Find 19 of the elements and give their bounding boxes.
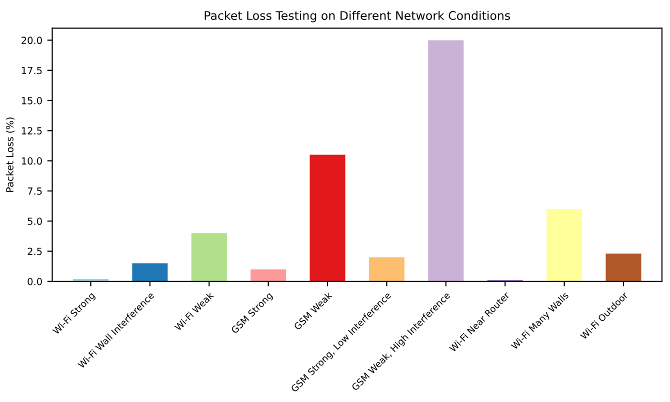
bar bbox=[606, 254, 642, 282]
y-tick-label: 20.0 bbox=[22, 36, 42, 44]
y-tick-label: 15.0 bbox=[22, 96, 42, 104]
y-tick-label: 5.0 bbox=[28, 218, 42, 225]
y-tick-label: 12.5 bbox=[22, 127, 42, 134]
bar bbox=[191, 233, 227, 282]
bar bbox=[368, 257, 404, 282]
bar bbox=[132, 263, 168, 282]
bar bbox=[310, 154, 346, 282]
bar bbox=[546, 209, 582, 282]
chart-title: Packet Loss Testing on Different Network Conditions bbox=[204, 10, 510, 22]
y-tick-label: 0.0 bbox=[28, 278, 42, 286]
bar bbox=[428, 40, 464, 282]
y-tick-label: 17.5 bbox=[22, 66, 42, 74]
y-tick-label: 10.0 bbox=[22, 157, 42, 165]
y-tick-label: 2.5 bbox=[28, 248, 42, 256]
y-axis-title: Packet Loss (%) bbox=[6, 118, 15, 192]
bar bbox=[250, 269, 286, 282]
y-tick-label: 7.5 bbox=[28, 188, 42, 195]
